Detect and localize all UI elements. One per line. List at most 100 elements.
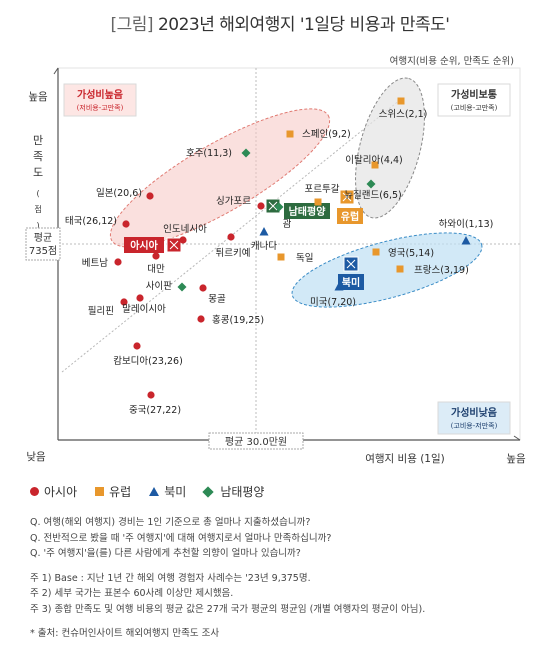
legend-label-asia: 아시아 [44, 485, 78, 499]
question-3: Q. '주 여행지'을(를) 다른 사람에게 추천할 의향이 얼마나 있습니까? [30, 548, 301, 559]
data-point-square [372, 248, 380, 256]
data-point-label: 캄보디아(23,26) [113, 355, 183, 367]
data-point-label: 하와이(1,13) [439, 218, 494, 230]
europe-region-ellipse [355, 77, 425, 219]
region-badge-asia: 아시아 [124, 237, 182, 253]
y-axis-high: 높음 [28, 91, 48, 103]
y-axis-arrow [53, 67, 59, 75]
data-point-label: 호주(11,3) [186, 148, 232, 159]
data-point-triangle [461, 236, 471, 245]
data-point-square [396, 265, 404, 273]
square-icon [95, 487, 105, 496]
quadrant-badge-high [63, 83, 137, 117]
data-point-label: 프랑스(3,19) [414, 264, 469, 276]
x-mean-box [208, 432, 304, 450]
legend: 아시아 유럽 북미 남태평양 [30, 483, 264, 500]
source: * 출처: 컨슈머인사이트 해외여행지 만족도 조사 [30, 628, 220, 639]
data-point-label: 포르투갈 [305, 183, 340, 195]
data-point-label: 뉴질랜드(6,5) [344, 189, 401, 201]
quadrant-high-title: 가성비높음 [77, 88, 123, 101]
data-point-square [371, 161, 379, 169]
data-point-label: 스위스(2,1) [379, 108, 428, 120]
quadrant-badge-mid [437, 83, 511, 117]
data-point-label: 중국(27,22) [129, 405, 181, 416]
data-point-circle [227, 233, 235, 241]
data-point-label: 미국(7,20) [310, 297, 356, 308]
data-point-label: 이탈리아(4,4) [345, 154, 402, 166]
x-axis-arrow [513, 435, 521, 441]
data-point-circle [147, 391, 155, 399]
data-point-label: 괌 [283, 218, 292, 230]
region-badge-europe: 유럽 [337, 189, 363, 224]
data-point-label: 태국(26,12) [65, 216, 117, 227]
data-point-label: 대만 [147, 264, 165, 275]
legend-label-europe: 유럽 [109, 485, 132, 499]
region-badge-america: 북미 [338, 256, 364, 290]
title-bracket: [그림] [110, 15, 154, 35]
data-point-label: 일본(20,6) [96, 188, 142, 199]
data-point-square [397, 97, 405, 105]
data-point-diamond [177, 282, 187, 292]
data-point-circle [114, 258, 122, 266]
data-point-circle [152, 252, 160, 260]
sort-note: 여행지(비용 순위, 만족도 순위) [390, 55, 514, 67]
data-point-circle [133, 342, 141, 350]
data-point-diamond [366, 179, 376, 189]
data-point-label: 스페인(9,2) [302, 129, 351, 140]
region-badge-oceania: 남태평양 [265, 198, 330, 219]
data-point-circle [136, 294, 144, 302]
data-point-square [277, 253, 285, 261]
notes: Q. 여행(해외 여행지) 경비는 1인 기준으로 총 얼마나 지출하셨습니까?… [30, 515, 550, 642]
note-3: 주 3) 종합 만족도 및 여행 비용의 평균 값은 27개 국가 평균의 평균… [30, 603, 426, 615]
data-point-diamond [274, 202, 284, 212]
quadrant-low-sub: (고비용-저만족) [451, 421, 498, 430]
y-mean-label: 평균 735점 [29, 232, 57, 257]
data-point-label: 튀르키예 [216, 247, 251, 259]
legend-item-oceania: 남태평양 [202, 483, 265, 500]
data-point-square [314, 198, 322, 206]
region-europe-label: 유럽 [341, 210, 359, 223]
data-point-circle [120, 298, 128, 306]
data-point-label: 몽골 [208, 294, 226, 305]
data-point-circle [146, 192, 154, 200]
legend-item-america: 북미 [149, 483, 186, 500]
question-2: Q. 전반적으로 봤을 때 '주 여행지'에 대해 여행지로서 얼마나 만족하십… [30, 532, 332, 544]
data-point-circle [122, 220, 130, 228]
diamond-icon [202, 485, 214, 498]
data-point-triangle [259, 227, 269, 236]
quadrant-mid-sub: (고비용-고만족) [451, 103, 498, 112]
x-axis-title: 여행지 비용 (1일) [365, 452, 445, 465]
data-point-triangle [334, 282, 344, 291]
data-point-square [286, 130, 294, 138]
legend-label-oceania: 남태평양 [220, 485, 265, 499]
data-point-label: 싱가포르 [216, 196, 251, 207]
data-point-diamond [241, 148, 251, 158]
quadrant-badge-low [437, 401, 511, 435]
data-point-label: 홍콩(19,25) [212, 314, 264, 326]
quadrant-low-title: 가성비낮음 [451, 406, 497, 419]
legend-item-europe: 유럽 [95, 483, 131, 500]
y-axis-low: 낮음 [26, 451, 46, 463]
legend-item-asia: 아시아 [30, 483, 77, 500]
data-point-label: 영국(5,14) [388, 248, 434, 259]
data-point-label: 독일 [296, 253, 313, 264]
asia-region-ellipse [109, 108, 331, 248]
region-america-label: 북미 [342, 276, 360, 289]
region-asia-label: 아시아 [130, 239, 158, 252]
quadrant-mid-title: 가성비보통 [451, 88, 497, 101]
chart-title: [그림] 2023년 해외여행지 '1일당 비용과 만족도' [0, 10, 560, 35]
legend-label-america: 북미 [164, 485, 187, 499]
quadrant-high-sub: (저비용-고만족) [77, 103, 124, 112]
scatter-chart: 가성비높음 (저비용-고만족) 가성비보통 (고비용-고만족) 가성비낮음 (고… [25, 55, 526, 465]
data-point-circle [179, 236, 187, 244]
data-point-circle [257, 202, 265, 210]
data-point-label: 캐나다 [251, 241, 277, 252]
data-point-label: 인도네시아 [163, 224, 207, 235]
y-mean-box [25, 227, 61, 261]
x-axis-high: 높음 [506, 453, 526, 465]
data-point-label: 말레이시아 [122, 303, 166, 315]
data-point-label: 베트남 [82, 258, 108, 269]
note-1: 주 1) Base : 지난 1년 간 해외 여행 경험자 사례수는 '23년 … [30, 572, 311, 584]
question-1: Q. 여행(해외 여행지) 경비는 1인 기준으로 총 얼마나 지출하셨습니까? [30, 517, 311, 528]
